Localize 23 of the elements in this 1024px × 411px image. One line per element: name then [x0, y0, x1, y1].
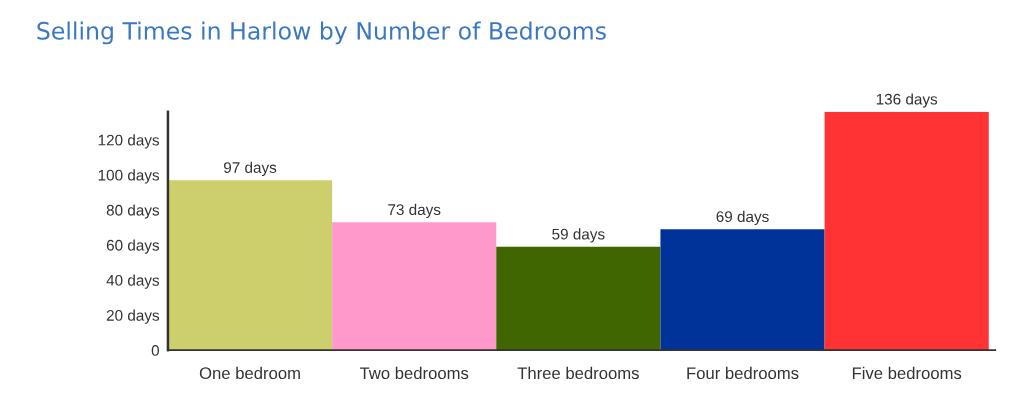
y-tick-label: 100 days	[98, 169, 160, 184]
bar	[332, 222, 497, 351]
data-label: 59 days	[552, 228, 605, 243]
x-tick-label: One bedroom	[199, 366, 300, 380]
bar	[660, 229, 825, 351]
x-tick-label: Two bedrooms	[359, 366, 469, 380]
data-label: 73 days	[388, 203, 441, 219]
data-label: 97 days	[223, 161, 277, 176]
bar	[496, 246, 661, 351]
y-tick-label: 120 days	[98, 134, 160, 149]
y-tick-label: 20 days	[106, 309, 160, 324]
bar	[824, 111, 989, 351]
data-label: 136 days	[876, 93, 938, 108]
y-tick-label: 60 days	[106, 239, 160, 254]
y-tick-label: 0	[151, 345, 160, 356]
y-tick-label: 80 days	[106, 204, 160, 219]
y-tick-label: 40 days	[106, 274, 160, 289]
x-tick-label: Four bedrooms	[687, 366, 799, 380]
data-label: 69 days	[716, 210, 769, 226]
bar	[167, 180, 333, 351]
chart-title: Selling Times in Harlow by Number of Bedrooms	[37, 21, 606, 45]
x-tick-label: Five bedrooms	[852, 366, 962, 380]
x-tick-label: Three bedrooms	[517, 366, 639, 380]
